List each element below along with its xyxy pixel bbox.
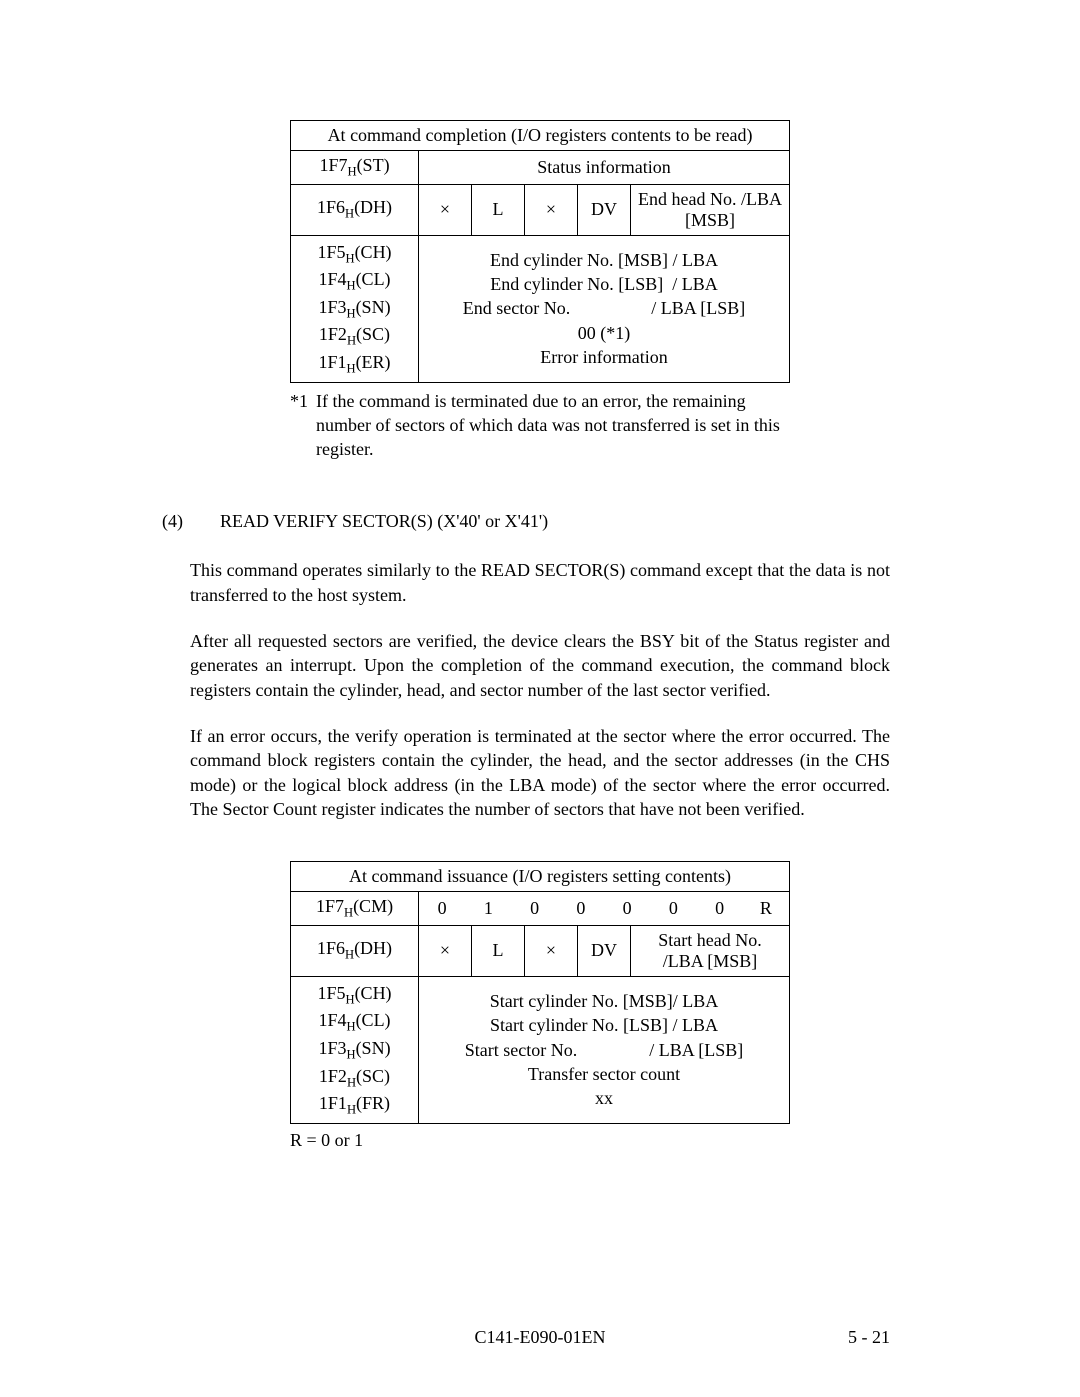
- page-content: At command completion (I/O registers con…: [0, 0, 1080, 1151]
- footnote-1: *1 If the command is terminated due to a…: [290, 389, 790, 462]
- footer-doc-id: C141-E090-01EN: [0, 1327, 1080, 1348]
- r-note: R = 0 or 1: [290, 1130, 790, 1151]
- footnote-text: If the command is terminated due to an e…: [316, 389, 790, 462]
- table2-multi-labels: 1F5H(CH)1F4H(CL)1F3H(SN)1F2H(SC)1F1H(FR): [291, 976, 419, 1123]
- section-number: (4): [162, 511, 220, 532]
- paragraph-1: This command operates similarly to the R…: [190, 558, 890, 607]
- bit-cell: R: [743, 898, 789, 919]
- register-label: 1F5H(CH): [297, 240, 412, 268]
- bit-cell: 0: [558, 898, 604, 919]
- table2-row2-b5: Start head No. /LBA [MSB]: [631, 925, 790, 976]
- register-content-line: End cylinder No. [LSB] / LBA: [425, 272, 783, 296]
- table2-row1-label: 1F7H(CM): [291, 892, 419, 926]
- table2-row1-bits: 0100000R: [419, 892, 790, 926]
- table1-row2-b2: L: [472, 184, 525, 235]
- register-label: 1F4H(CL): [297, 1008, 412, 1036]
- register-content-line: End cylinder No. [MSB] / LBA: [425, 248, 783, 272]
- bit-cell: 1: [465, 898, 511, 919]
- register-content-line: End sector No. / LBA [LSB]: [425, 296, 783, 320]
- paragraph-2: After all requested sectors are verified…: [190, 629, 890, 702]
- bit-cell: 0: [512, 898, 558, 919]
- register-label: 1F1H(FR): [297, 1091, 412, 1119]
- table1-title: At command completion (I/O registers con…: [291, 121, 790, 151]
- register-label: 1F2H(SC): [297, 322, 412, 350]
- bit-cell: 0: [697, 898, 743, 919]
- table1-row2-b1: ×: [419, 184, 472, 235]
- register-content-line: xx: [425, 1086, 783, 1110]
- table2-row2-label: 1F6H(DH): [291, 925, 419, 976]
- table1-row1-content: Status information: [419, 151, 790, 185]
- table1-multi-content: End cylinder No. [MSB] / LBAEnd cylinder…: [419, 235, 790, 382]
- section-title: READ VERIFY SECTOR(S) (X'40' or X'41'): [220, 511, 548, 532]
- table1-multi-labels: 1F5H(CH)1F4H(CL)1F3H(SN)1F2H(SC)1F1H(ER): [291, 235, 419, 382]
- register-label: 1F3H(SN): [297, 295, 412, 323]
- register-label: 1F2H(SC): [297, 1064, 412, 1092]
- table1-row2-b3: ×: [525, 184, 578, 235]
- register-content-line: 00 (*1): [425, 321, 783, 345]
- paragraph-3: If an error occurs, the verify operation…: [190, 724, 890, 821]
- footer-page-number: 5 - 21: [848, 1327, 890, 1348]
- register-content-line: Error information: [425, 345, 783, 369]
- register-label: 1F1H(ER): [297, 350, 412, 378]
- register-label: 1F5H(CH): [297, 981, 412, 1009]
- table2-row2-b4: DV: [578, 925, 631, 976]
- table1-row1-label: 1F7H(ST): [291, 151, 419, 185]
- completion-register-table: At command completion (I/O registers con…: [290, 120, 790, 383]
- bit-cell: 0: [419, 898, 465, 919]
- table1-row2-b5: End head No. /LBA [MSB]: [631, 184, 790, 235]
- table2-row2-b2: L: [472, 925, 525, 976]
- table2-multi-content: Start cylinder No. [MSB]/ LBAStart cylin…: [419, 976, 790, 1123]
- issuance-register-table: At command issuance (I/O registers setti…: [290, 861, 790, 1124]
- table2-title: At command issuance (I/O registers setti…: [291, 862, 790, 892]
- footnote-marker: *1: [290, 389, 316, 462]
- table2-row2-b3: ×: [525, 925, 578, 976]
- bit-cell: 0: [650, 898, 696, 919]
- register-content-line: Start cylinder No. [LSB] / LBA: [425, 1013, 783, 1037]
- register-content-line: Start cylinder No. [MSB]/ LBA: [425, 989, 783, 1013]
- section-heading: (4) READ VERIFY SECTOR(S) (X'40' or X'41…: [190, 511, 890, 532]
- table1-row2-label: 1F6H(DH): [291, 184, 419, 235]
- register-content-line: Transfer sector count: [425, 1062, 783, 1086]
- register-label: 1F3H(SN): [297, 1036, 412, 1064]
- register-content-line: Start sector No. / LBA [LSB]: [425, 1038, 783, 1062]
- register-label: 1F4H(CL): [297, 267, 412, 295]
- bit-cell: 0: [604, 898, 650, 919]
- table1-row2-b4: DV: [578, 184, 631, 235]
- table2-row2-b1: ×: [419, 925, 472, 976]
